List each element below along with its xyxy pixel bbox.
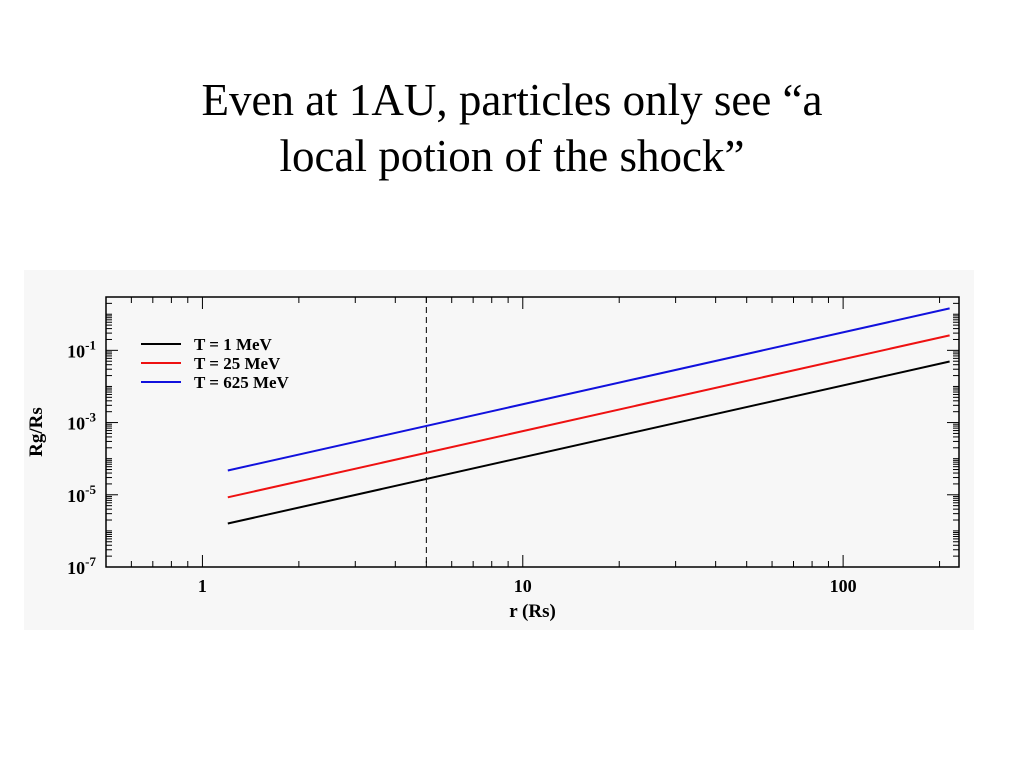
legend-label-1: T = 1 MeV <box>194 335 273 354</box>
legend-label-3: T = 625 MeV <box>194 373 290 392</box>
slide-title-line-2: local potion of the shock” <box>279 131 745 181</box>
series-line-3 <box>227 307 950 472</box>
axis-ticks <box>105 296 959 568</box>
series-line-1 <box>227 360 950 525</box>
y-tick-label: 10-1 <box>67 337 96 361</box>
chart-panel: 1 10 100 10-7 10-5 10-3 10-1 r (Rs) Rg/Rs T = … <box>24 270 974 630</box>
x-tick-label: 1 <box>198 576 207 596</box>
plot-frame <box>105 296 960 568</box>
y-axis-label: Rg/Rs <box>26 407 47 457</box>
x-axis-label: r (Rs) <box>509 601 556 622</box>
series-layer <box>227 307 950 525</box>
slide-title-line-1: Even at 1AU, particles only see “a <box>201 75 823 125</box>
slide-title: Even at 1AU, particles only see “a local… <box>0 72 1024 184</box>
legend-label-2: T = 25 MeV <box>194 354 281 373</box>
rg-vs-r-chart: 1 10 100 10-7 10-5 10-3 10-1 r (Rs) Rg/Rs T = … <box>26 296 960 622</box>
y-tick-label: 10-3 <box>67 410 96 434</box>
tick-labels: 1 10 100 10-7 10-5 10-3 10-1 <box>67 337 856 596</box>
y-tick-label: 10-7 <box>67 554 96 578</box>
y-tick-label: 10-5 <box>67 482 96 506</box>
series-line-2 <box>227 334 950 499</box>
x-tick-label: 10 <box>514 576 532 596</box>
x-tick-label: 100 <box>830 576 857 596</box>
